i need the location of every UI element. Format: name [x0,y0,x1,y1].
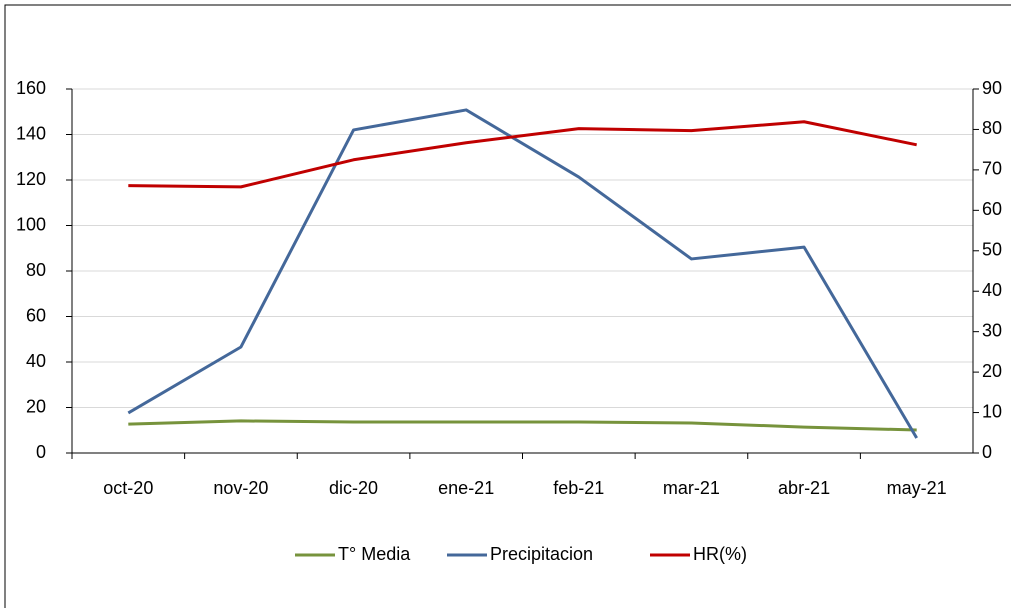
chart-border [4,4,1011,608]
y2-tick-label: 80 [982,118,1002,138]
x-tick-label: feb-21 [553,478,604,498]
series-line [128,419,917,432]
legend-label: T° Media [338,544,411,564]
y-tick-label: 20 [26,396,46,416]
y-tick-label: 0 [36,442,46,462]
x-tick-label: nov-20 [213,478,268,498]
y-tick-label: 80 [26,260,46,280]
y2-tick-label: 10 [982,401,1002,421]
y2-tick-label: 20 [982,361,1002,381]
y2-tick-label: 60 [982,199,1002,219]
y2-tick-label: 40 [982,280,1002,300]
y-tick-label: 60 [26,305,46,325]
y2-tick-label: 30 [982,320,1002,340]
y-tick-label: 120 [16,169,46,189]
y2-tick-label: 50 [982,240,1002,260]
y2-tick-label: 0 [982,442,992,462]
y2-tick-label: 70 [982,159,1002,179]
y-tick-label: 160 [16,78,46,98]
x-tick-label: oct-20 [103,478,153,498]
x-tick-label: abr-21 [778,478,830,498]
series-line [127,108,918,439]
y-tick-label: 100 [16,214,46,234]
x-tick-label: may-21 [887,478,947,498]
x-tick-label: dic-20 [329,478,378,498]
y2-tick-label: 90 [982,78,1002,98]
series-line [128,120,917,189]
y-tick-label: 140 [16,123,46,143]
legend-label: HR(%) [693,544,747,564]
legend-label: Precipitacion [490,544,593,564]
x-tick-label: ene-21 [438,478,494,498]
x-tick-label: mar-21 [663,478,720,498]
y-tick-label: 40 [26,351,46,371]
